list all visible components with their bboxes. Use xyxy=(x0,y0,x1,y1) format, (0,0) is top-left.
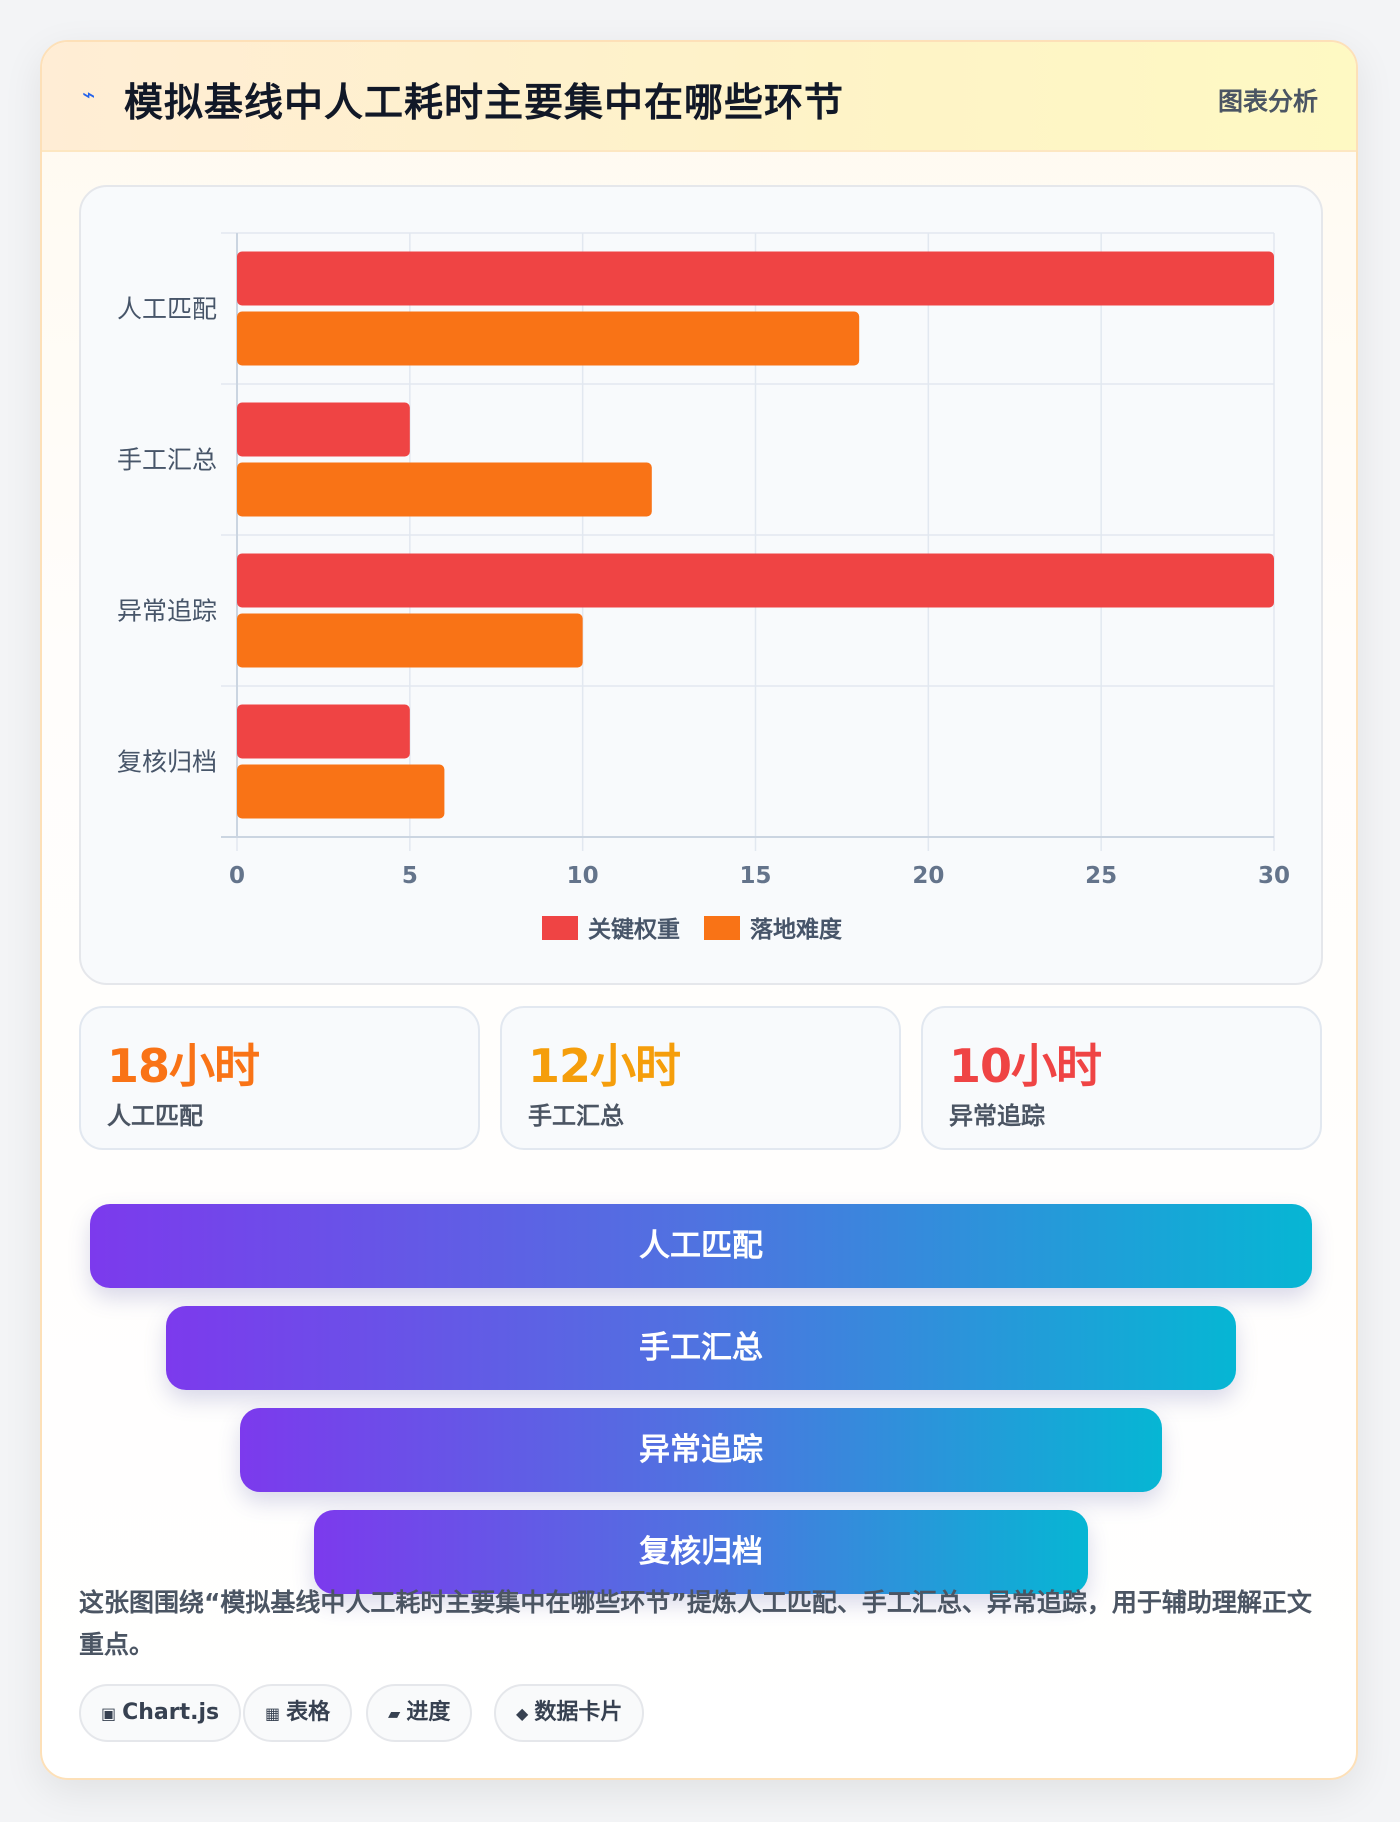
progress-icon: ▰ xyxy=(388,1704,401,1723)
funnel-step: 复核归档 xyxy=(314,1510,1088,1594)
legend-label: 落地难度 xyxy=(750,916,843,943)
tag-chartjs[interactable]: ▣ Chart.js xyxy=(79,1684,242,1742)
bar xyxy=(237,704,410,759)
card-header: ⌁ 模拟基线中人工耗时主要集中在哪些环节 图表分析 xyxy=(42,42,1356,152)
bar xyxy=(237,251,1274,306)
stat-card: 18小时 人工匹配 xyxy=(79,1006,480,1150)
x-tick-label: 30 xyxy=(1258,863,1290,889)
bar xyxy=(237,764,445,819)
funnel-step: 人工匹配 xyxy=(90,1204,1312,1288)
legend-swatch xyxy=(704,916,740,940)
bar xyxy=(237,462,652,517)
page-title: 模拟基线中人工耗时主要集中在哪些环节 xyxy=(124,81,845,126)
funnel: 人工匹配 手工汇总 异常追踪 复核归档 xyxy=(42,1172,1356,1602)
x-tick-label: 25 xyxy=(1085,863,1117,889)
stat-cards: 18小时 人工匹配 12小时 手工汇总 10小时 异常追踪 xyxy=(79,1006,1323,1150)
tag-label: 进度 xyxy=(406,1700,451,1725)
tag-table[interactable]: ▦ 表格 xyxy=(243,1684,353,1742)
stat-label: 人工匹配 xyxy=(107,1102,203,1130)
legend-label: 关键权重 xyxy=(588,916,680,943)
table-icon: ▦ xyxy=(265,1704,281,1723)
stat-value: 18小时 xyxy=(107,1039,260,1093)
x-tick-label: 0 xyxy=(229,863,245,889)
x-tick-label: 5 xyxy=(402,863,418,889)
chip-icon: ▣ xyxy=(101,1704,117,1723)
x-tick-label: 15 xyxy=(739,863,771,889)
funnel-step: 手工汇总 xyxy=(166,1306,1236,1390)
chart-panel: 0 5 10 15 20 25 30 人工匹配手工汇总异常追踪复核归档关键权重 落地难度 xyxy=(79,185,1323,985)
funnel-step: 异常追踪 xyxy=(240,1408,1162,1492)
x-tick-label: 10 xyxy=(567,863,599,889)
tag-progress[interactable]: ▰ 进度 xyxy=(366,1684,473,1742)
lightning-icon: ⌁ xyxy=(82,83,96,108)
stat-card: 10小时 异常追踪 xyxy=(921,1006,1322,1150)
stat-card: 12小时 手工汇总 xyxy=(500,1006,901,1150)
chart-card: ⌁ 模拟基线中人工耗时主要集中在哪些环节 图表分析 0 5 10 15 20 25 30 人工… xyxy=(40,40,1358,1780)
x-tick-label: 20 xyxy=(912,863,944,889)
legend-swatch xyxy=(542,916,578,940)
category-label: 异常追踪 xyxy=(117,597,217,626)
summary-text: 这张图围绕“模拟基线中人工耗时主要集中在哪些环节”提炼人工匹配、手工汇总、异常追… xyxy=(79,1588,1312,1659)
stat-value: 12小时 xyxy=(528,1039,681,1093)
bar xyxy=(237,613,583,668)
diamond-icon: ◆ xyxy=(516,1704,529,1723)
category-label: 复核归档 xyxy=(117,748,217,777)
tag-label: 数据卡片 xyxy=(534,1700,623,1725)
stat-label: 手工汇总 xyxy=(528,1102,624,1130)
tag-label: Chart.js xyxy=(122,1700,220,1725)
tag-data-card[interactable]: ◆ 数据卡片 xyxy=(494,1684,645,1742)
stat-label: 异常追踪 xyxy=(949,1102,1045,1130)
tag-label: 表格 xyxy=(286,1700,331,1725)
bar xyxy=(237,553,1274,608)
category-label: 人工匹配 xyxy=(117,295,217,324)
bar xyxy=(237,311,860,366)
chart-analysis-tag: 图表分析 xyxy=(1217,87,1318,116)
category-label: 手工汇总 xyxy=(117,446,217,475)
stat-value: 10小时 xyxy=(949,1039,1102,1093)
bar xyxy=(237,402,410,457)
